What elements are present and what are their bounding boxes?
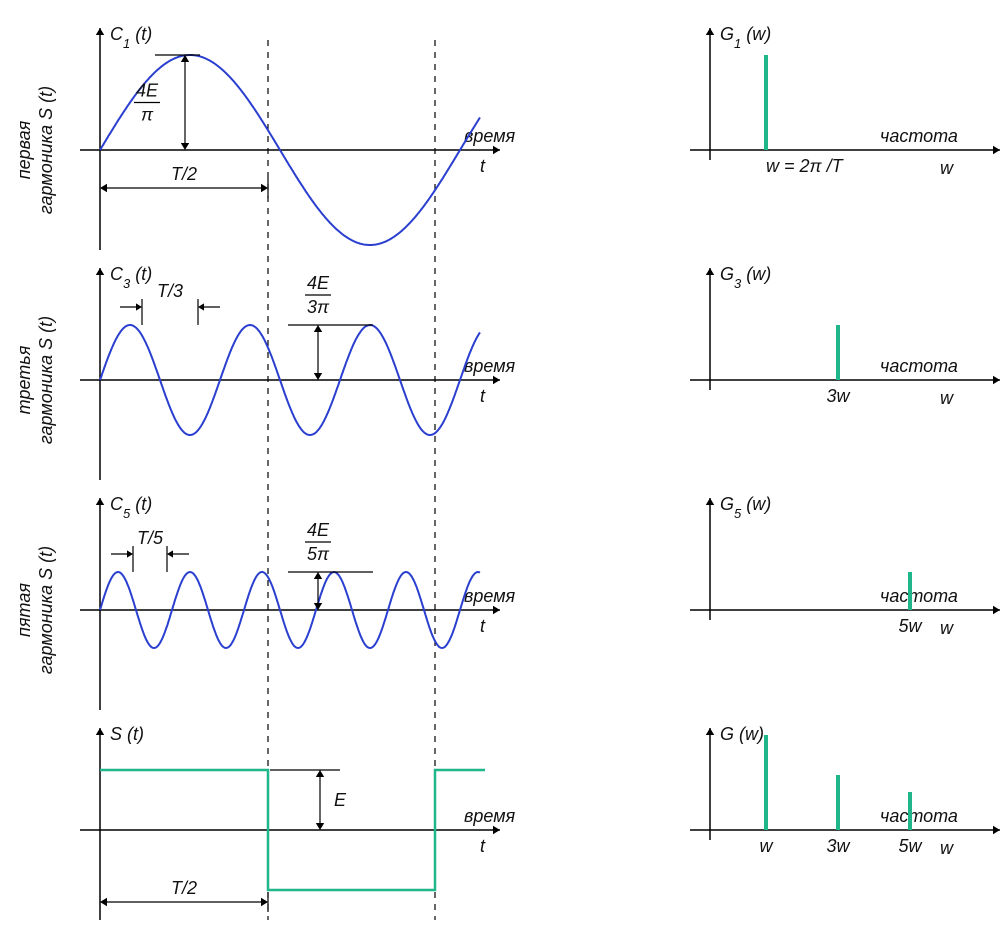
arrowhead-icon	[96, 268, 104, 275]
fraction-label: 4E3π	[305, 273, 331, 317]
side-label-bot: гармоника S (t)	[36, 86, 56, 214]
arrowhead-icon	[167, 550, 173, 557]
y-axis-title: C1 (t)	[110, 24, 152, 51]
spectrum-tick-label: w	[760, 836, 774, 856]
arrowhead-icon	[493, 376, 500, 384]
arrowhead-icon	[314, 572, 322, 579]
spectrum-tick-label: 5w	[898, 616, 922, 636]
side-label-top: первая	[14, 120, 34, 179]
freq-xlabel-bot: w	[940, 158, 954, 178]
arrowhead-icon	[706, 268, 714, 275]
spectrum-tick-label: 5w	[898, 836, 922, 856]
freq-xlabel-top: частота	[880, 806, 958, 826]
spectrum-tick-label: w = 2π /T	[766, 156, 845, 176]
fraction-bot: 5π	[307, 544, 330, 564]
arrowhead-icon	[96, 728, 104, 735]
freq-xlabel-bot: w	[940, 838, 954, 858]
arrowhead-icon	[181, 143, 189, 150]
side-label-top: пятая	[14, 583, 34, 637]
arrowhead-icon	[993, 376, 1000, 384]
arrowhead-icon	[493, 826, 500, 834]
arrowhead-icon	[314, 373, 322, 380]
side-label-bot: гармоника S (t)	[36, 316, 56, 444]
arrowhead-icon	[127, 550, 133, 557]
time-xlabel-top: время	[464, 586, 516, 606]
arrowhead-icon	[100, 184, 107, 192]
y-axis-title: G1 (w)	[720, 24, 771, 51]
arrowhead-icon	[261, 898, 268, 906]
time-xlabel-bot: t	[480, 156, 486, 176]
y-axis-title: S (t)	[110, 724, 144, 744]
arrowhead-icon	[96, 28, 104, 35]
y-axis-title: C5 (t)	[110, 494, 152, 521]
arrowhead-icon	[993, 606, 1000, 614]
freq-xlabel-bot: w	[940, 618, 954, 638]
span-label: T/2	[171, 878, 197, 898]
period-label: T/3	[157, 281, 183, 301]
arrowhead-icon	[136, 303, 142, 310]
time-xlabel-top: время	[464, 356, 516, 376]
spectrum-tick-label: 3w	[826, 836, 850, 856]
arrowhead-icon	[493, 606, 500, 614]
spectrum-tick-label: 3w	[826, 386, 850, 406]
side-label-top: третья	[14, 345, 34, 414]
arrowhead-icon	[314, 325, 322, 332]
period-label: T/5	[137, 528, 164, 548]
amp-label: E	[334, 790, 347, 810]
span-label: T/2	[171, 164, 197, 184]
arrowhead-icon	[198, 303, 204, 310]
arrowhead-icon	[706, 728, 714, 735]
y-axis-title: C3 (t)	[110, 264, 152, 291]
fraction-top: 4E	[307, 273, 330, 293]
arrowhead-icon	[706, 28, 714, 35]
arrowhead-icon	[706, 498, 714, 505]
freq-xlabel-top: частота	[880, 126, 958, 146]
fraction-bot: π	[141, 105, 154, 125]
fraction-bot: 3π	[307, 297, 330, 317]
arrowhead-icon	[314, 603, 322, 610]
arrowhead-icon	[316, 770, 324, 777]
time-xlabel-bot: t	[480, 616, 486, 636]
freq-xlabel-top: частота	[880, 356, 958, 376]
arrowhead-icon	[96, 498, 104, 505]
fraction-top: 4E	[307, 520, 330, 540]
arrowhead-icon	[493, 146, 500, 154]
y-axis-title: G (w)	[720, 724, 764, 744]
arrowhead-icon	[261, 184, 268, 192]
fraction-label: 4E5π	[305, 520, 331, 564]
arrowhead-icon	[100, 898, 107, 906]
freq-xlabel-top: частота	[880, 586, 958, 606]
side-label-bot: гармоника S (t)	[36, 546, 56, 674]
y-axis-title: G5 (w)	[720, 494, 771, 521]
arrowhead-icon	[316, 823, 324, 830]
fraction-label: 4E π	[134, 81, 160, 125]
arrowhead-icon	[993, 826, 1000, 834]
time-xlabel-bot: t	[480, 386, 486, 406]
time-xlabel-bot: t	[480, 836, 486, 856]
y-axis-title: G3 (w)	[720, 264, 771, 291]
freq-xlabel-bot: w	[940, 388, 954, 408]
fraction-top: 4E	[136, 81, 159, 101]
time-xlabel-top: время	[464, 806, 516, 826]
arrowhead-icon	[993, 146, 1000, 154]
